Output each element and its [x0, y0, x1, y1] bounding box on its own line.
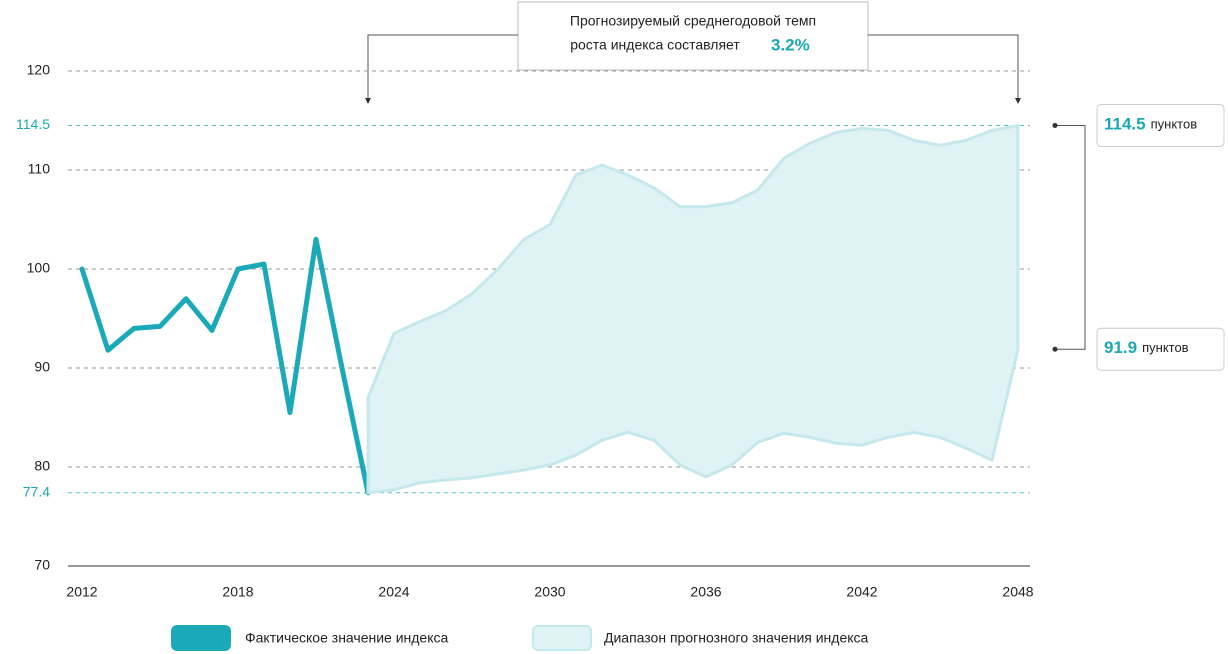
callout-value: 114.5 — [1104, 115, 1146, 134]
callout-dot — [1052, 346, 1058, 352]
callout-text: 114.5 пунктов — [1104, 115, 1197, 134]
legend-swatch — [171, 625, 231, 651]
callout-unit: пунктов — [1142, 341, 1189, 356]
forecast-range — [366, 123, 1020, 495]
x-tick-label: 2024 — [378, 584, 409, 600]
highlight-tick-label: 114.5 — [16, 116, 50, 132]
y-tick-label: 80 — [34, 458, 50, 474]
callout-unit: пунктов — [1151, 117, 1198, 132]
highlight-tick-label: 77.4 — [23, 483, 50, 499]
annotation-bracket — [367, 34, 1019, 100]
x-tick-label: 2012 — [66, 584, 97, 600]
legend-swatch — [532, 625, 592, 651]
y-tick-label: 70 — [34, 557, 50, 573]
y-tick-label: 120 — [27, 62, 51, 78]
legend-label: Фактическое значение индекса — [245, 630, 448, 646]
y-tick-label: 100 — [27, 260, 51, 276]
callout-text: 91.9 пунктов — [1104, 339, 1189, 358]
annotation-text: Прогнозируемый среднегодовой темп — [570, 13, 816, 29]
annotation-text: роста индекса составляет — [570, 37, 740, 53]
arrow-head — [365, 98, 1021, 104]
x-tick-label: 2018 — [222, 584, 253, 600]
callout-box — [1096, 327, 1225, 371]
callout-value: 91.9 — [1104, 339, 1137, 358]
y-tick-label: 110 — [28, 161, 51, 177]
legend-label: Диапазон прогнозного значения индекса — [604, 630, 869, 646]
annotation-box — [517, 1, 869, 71]
x-tick-label: 2036 — [690, 584, 721, 600]
x-tick-label: 2048 — [1002, 584, 1033, 600]
x-tick-label: 2030 — [534, 584, 565, 600]
annotation-highlight: 3.2% — [771, 35, 810, 54]
actual-line — [79, 236, 371, 496]
y-tick-label: 90 — [34, 359, 50, 375]
callout-dot — [1052, 122, 1058, 128]
callout-bracket — [1055, 124, 1086, 350]
x-tick-label: 2042 — [846, 584, 877, 600]
callout-box — [1096, 103, 1225, 147]
